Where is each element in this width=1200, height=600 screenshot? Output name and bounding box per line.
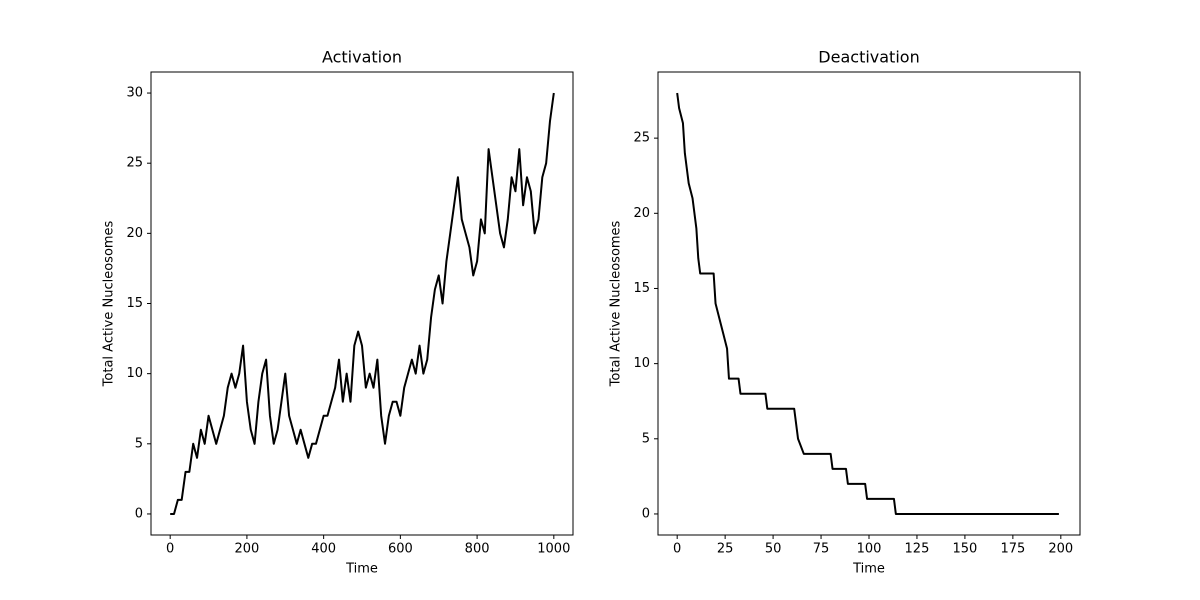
y-tick-label: 30: [126, 86, 143, 101]
y-tick-label: 15: [633, 281, 650, 296]
y-tick-label: 0: [135, 506, 143, 521]
chart-title: Deactivation: [818, 48, 919, 67]
x-tick-label: 25: [717, 542, 734, 557]
y-tick-label: 10: [633, 356, 650, 371]
x-tick-label: 0: [673, 542, 681, 557]
x-tick-label: 175: [1000, 542, 1025, 557]
axes-frame: [657, 71, 1081, 536]
axes-frame: [150, 71, 574, 536]
x-tick-label: 150: [952, 542, 977, 557]
y-tick-label: 5: [642, 431, 650, 446]
x-tick-label: 600: [388, 542, 413, 557]
x-tick-label: 800: [465, 542, 490, 557]
y-tick-label: 5: [135, 436, 143, 451]
x-tick-label: 0: [166, 542, 174, 557]
x-tick-label: 100: [857, 542, 882, 557]
y-axis-label: Total Active Nucleosomes: [609, 220, 624, 387]
x-axis-label: Time: [852, 562, 885, 577]
y-tick-label: 25: [633, 131, 650, 146]
data-line: [170, 92, 555, 515]
x-tick-label: 125: [905, 542, 930, 557]
x-tick-label: 200: [1048, 542, 1073, 557]
x-tick-label: 200: [234, 542, 259, 557]
y-tick-label: 20: [633, 206, 650, 221]
x-tick-label: 75: [813, 542, 830, 557]
y-tick-label: 0: [642, 506, 650, 521]
x-tick-label: 50: [765, 542, 782, 557]
y-tick-label: 15: [126, 296, 143, 311]
y-tick-label: 10: [126, 366, 143, 381]
x-tick-label: 1000: [537, 542, 570, 557]
y-axis-label: Total Active Nucleosomes: [102, 220, 117, 387]
x-axis-label: Time: [345, 562, 378, 577]
chart-title: Activation: [322, 48, 402, 67]
y-tick-label: 25: [126, 156, 143, 171]
data-line: [676, 92, 1059, 515]
x-tick-label: 400: [311, 542, 336, 557]
y-tick-label: 20: [126, 226, 143, 241]
